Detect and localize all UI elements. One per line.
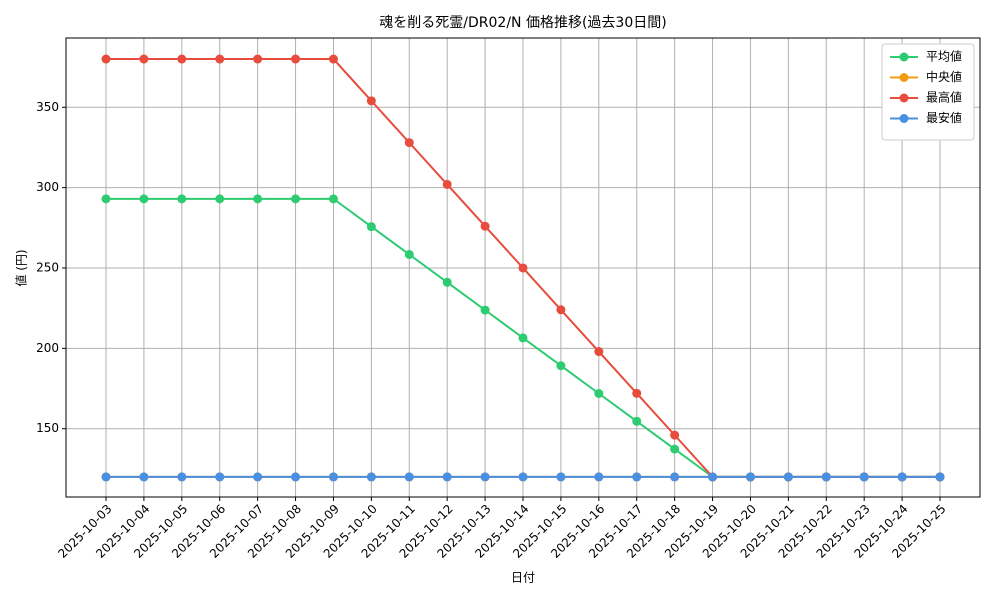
point xyxy=(139,194,149,204)
y-axis-label: 値 (円) xyxy=(14,249,29,286)
point xyxy=(518,472,528,482)
point xyxy=(291,194,301,204)
point xyxy=(253,194,263,204)
point xyxy=(442,277,452,287)
point xyxy=(101,194,111,204)
y-tick-label: 300 xyxy=(36,180,59,194)
point xyxy=(177,194,187,204)
point xyxy=(783,472,793,482)
point xyxy=(366,222,376,232)
legend-label: 平均値 xyxy=(926,49,962,64)
point xyxy=(101,54,111,64)
point xyxy=(139,472,149,482)
point xyxy=(935,472,945,482)
point xyxy=(859,472,869,482)
point xyxy=(708,472,718,482)
point xyxy=(632,416,642,426)
legend-marker xyxy=(899,73,909,82)
point xyxy=(670,444,680,454)
point xyxy=(670,430,680,440)
y-tick-label: 200 xyxy=(36,341,59,355)
point xyxy=(594,347,604,357)
legend-label: 中央値 xyxy=(926,69,962,84)
point xyxy=(404,249,414,259)
point xyxy=(139,54,149,64)
point xyxy=(215,194,225,204)
point xyxy=(215,472,225,482)
point xyxy=(366,96,376,106)
y-tick-label: 250 xyxy=(36,260,59,274)
point xyxy=(442,472,452,482)
point xyxy=(404,472,414,482)
point xyxy=(291,54,301,64)
point xyxy=(670,472,680,482)
point xyxy=(177,472,187,482)
x-axis-label: 日付 xyxy=(511,571,535,585)
point xyxy=(366,472,376,482)
point xyxy=(480,472,490,482)
legend-marker xyxy=(899,114,909,123)
point xyxy=(897,472,907,482)
legend-label: 最安値 xyxy=(926,110,962,125)
legend-marker xyxy=(899,52,909,62)
point xyxy=(518,263,528,273)
point xyxy=(556,361,566,371)
point xyxy=(291,472,301,482)
point xyxy=(442,179,452,189)
point xyxy=(480,305,490,315)
point xyxy=(328,472,338,482)
legend-label: 最高値 xyxy=(926,90,962,105)
point xyxy=(745,472,755,482)
point xyxy=(404,138,414,148)
point xyxy=(253,472,263,482)
y-tick-label: 350 xyxy=(36,100,59,114)
point xyxy=(328,194,338,204)
point xyxy=(594,472,604,482)
point xyxy=(328,54,338,64)
point xyxy=(518,333,528,343)
point xyxy=(556,472,566,482)
point xyxy=(556,305,566,315)
point xyxy=(594,389,604,398)
plot-frame xyxy=(65,37,981,498)
point xyxy=(632,472,642,482)
point xyxy=(215,54,225,64)
point xyxy=(253,54,263,64)
point xyxy=(480,221,490,231)
point xyxy=(632,388,642,398)
point xyxy=(821,472,831,482)
y-tick-label: 150 xyxy=(36,421,59,435)
legend-marker xyxy=(899,93,909,103)
point xyxy=(101,472,111,482)
chart-title: 魂を削る死霊/DR02/N 価格推移(過去30日間) xyxy=(379,15,666,31)
point xyxy=(177,54,187,64)
